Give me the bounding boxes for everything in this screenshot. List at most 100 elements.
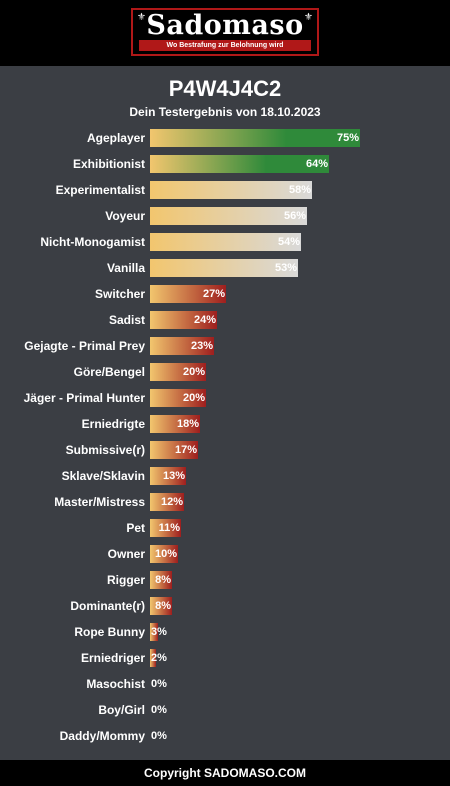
value-bar <box>150 233 301 251</box>
value-bar <box>150 155 329 173</box>
result-row: Rigger 8% <box>0 570 450 590</box>
value-bar <box>150 337 214 355</box>
bar-track: 20% <box>150 389 430 407</box>
bar-track: 0% <box>150 675 430 693</box>
value-bar <box>150 493 184 511</box>
category-label: Submissive(r) <box>65 443 145 457</box>
bar-track: 56% <box>150 207 430 225</box>
bar-track: 2% <box>150 649 430 667</box>
result-subtitle: Dein Testergebnis von 18.10.2023 <box>129 105 321 119</box>
value-bar <box>150 649 156 667</box>
value-bar <box>150 623 158 641</box>
value-label: 20% <box>182 392 205 404</box>
result-row: Experimentalist 58% <box>0 180 450 200</box>
value-label: 24% <box>193 314 216 326</box>
value-label: 58% <box>288 184 311 196</box>
category-label: Vanilla <box>106 261 145 275</box>
logo-wordmark: Sadomaso <box>146 10 304 41</box>
result-row: Pet 11% <box>0 518 450 538</box>
bar-track: 11% <box>150 519 430 537</box>
result-row: Switcher 27% <box>0 284 450 304</box>
copyright-text: Copyright SADOMASO.COM <box>144 766 306 780</box>
category-label: Sadist <box>108 313 145 327</box>
category-label: Switcher <box>94 287 145 301</box>
logo-tagline: Wo Bestrafung zur Belohnung wird <box>139 40 311 51</box>
category-label: Erniedriger <box>80 651 145 665</box>
category-label: Jäger - Primal Hunter <box>23 391 145 405</box>
value-bar <box>150 181 312 199</box>
category-label: Owner <box>107 547 145 561</box>
result-row: Gejagte - Primal Prey 23% <box>0 336 450 356</box>
bar-track: 12% <box>150 493 430 511</box>
value-label: 8% <box>155 600 171 612</box>
result-title: P4W4J4C2 <box>168 76 282 101</box>
fleur-de-lis-icon: ⚜ <box>137 12 146 23</box>
value-label: 2% <box>151 652 167 664</box>
category-label: Pet <box>126 521 145 535</box>
bar-track: 18% <box>150 415 430 433</box>
bar-track: 24% <box>150 311 430 329</box>
category-label: Daddy/Mommy <box>59 729 145 743</box>
bar-track: 20% <box>150 363 430 381</box>
value-bar <box>150 571 172 589</box>
category-label: Rope Bunny <box>74 625 145 639</box>
value-label: 13% <box>162 470 185 482</box>
value-label: 75% <box>336 132 359 144</box>
result-row: Exhibitionist 64% <box>0 154 450 174</box>
bar-track: 27% <box>150 285 430 303</box>
value-label: 3% <box>151 626 167 638</box>
bar-track: 54% <box>150 233 430 251</box>
bar-track: 64% <box>150 155 430 173</box>
value-bar <box>150 467 186 485</box>
result-row: Nicht-Monogamist 54% <box>0 232 450 252</box>
value-label: 0% <box>151 704 167 716</box>
result-row: Masochist 0% <box>0 674 450 694</box>
result-row: Sadist 24% <box>0 310 450 330</box>
site-logo[interactable]: ⚜ ⚜ Sadomaso Wo Bestrafung zur Belohnung… <box>131 8 319 56</box>
value-label: 8% <box>155 574 171 586</box>
category-label: Boy/Girl <box>98 703 145 717</box>
value-label: 53% <box>274 262 297 274</box>
value-label: 17% <box>174 444 197 456</box>
result-row: Submissive(r) 17% <box>0 440 450 460</box>
result-row: Jäger - Primal Hunter 20% <box>0 388 450 408</box>
value-label: 54% <box>277 236 300 248</box>
bar-track: 0% <box>150 701 430 719</box>
value-bar <box>150 129 360 147</box>
result-row: Owner 10% <box>0 544 450 564</box>
category-label: Dominante(r) <box>70 599 145 613</box>
category-label: Gejagte - Primal Prey <box>24 339 145 353</box>
bar-track: 10% <box>150 545 430 563</box>
value-bar <box>150 259 298 277</box>
bar-track: 17% <box>150 441 430 459</box>
value-bar <box>150 597 172 615</box>
result-row: Daddy/Mommy 0% <box>0 726 450 746</box>
value-label: 64% <box>305 158 328 170</box>
result-row: Master/Mistress 12% <box>0 492 450 512</box>
result-row: Erniedrigte 18% <box>0 414 450 434</box>
result-row: Ageplayer 75% <box>0 128 450 148</box>
fleur-de-lis-icon: ⚜ <box>304 12 313 23</box>
category-label: Sklave/Sklavin <box>61 469 145 483</box>
value-label: 20% <box>182 366 205 378</box>
category-label: Nicht-Monogamist <box>40 235 145 249</box>
value-label: 0% <box>151 678 167 690</box>
value-label: 10% <box>154 548 177 560</box>
category-label: Voyeur <box>105 209 145 223</box>
bar-track: 53% <box>150 259 430 277</box>
bar-track: 8% <box>150 597 430 615</box>
value-bar <box>150 545 178 563</box>
value-bar <box>150 519 181 537</box>
value-label: 56% <box>283 210 306 222</box>
bar-track: 13% <box>150 467 430 485</box>
footer-bar: Copyright SADOMASO.COM <box>0 760 450 786</box>
bar-track: 8% <box>150 571 430 589</box>
result-row: Boy/Girl 0% <box>0 700 450 720</box>
value-bar <box>150 389 206 407</box>
value-label: 23% <box>190 340 213 352</box>
result-row: Erniedriger 2% <box>0 648 450 668</box>
category-label: Exhibitionist <box>73 157 145 171</box>
header-bar: ⚜ ⚜ Sadomaso Wo Bestrafung zur Belohnung… <box>0 0 450 66</box>
category-label: Göre/Bengel <box>73 365 145 379</box>
result-row: Sklave/Sklavin 13% <box>0 466 450 486</box>
